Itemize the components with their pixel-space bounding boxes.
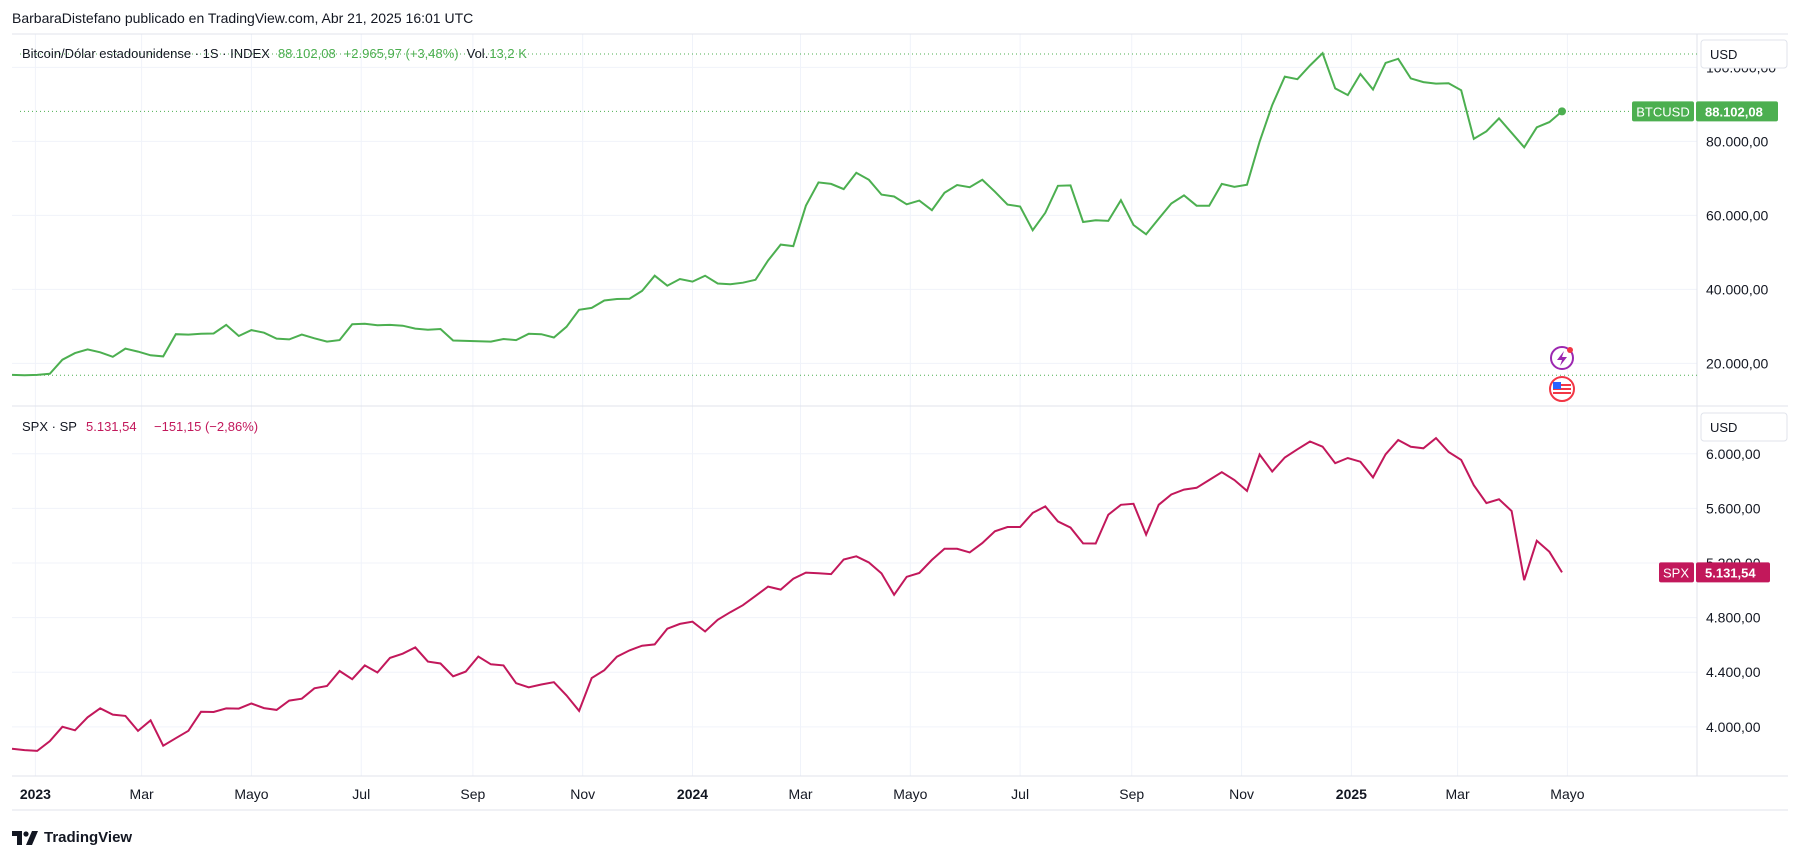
x-tick-label: 2025 — [1336, 786, 1367, 802]
top-symbol-label[interactable]: Bitcoin/Dólar estadounidense · 1S · INDE… — [22, 46, 270, 61]
x-tick-label: Jul — [352, 786, 370, 802]
x-tick-label: Nov — [1229, 786, 1254, 802]
x-tick-label: Mar — [1446, 786, 1470, 802]
x-tick-label: 2024 — [677, 786, 708, 802]
x-tick-label: Mar — [788, 786, 812, 802]
btc-tag-value: 88.102,08 — [1705, 104, 1763, 119]
bottom-change: −151,15 (−2,86%) — [154, 419, 258, 434]
top-volume-value: 13,2 K — [489, 46, 527, 61]
spx-y-tick-label: 4.400,00 — [1706, 664, 1761, 680]
btc-last-point — [1558, 107, 1566, 116]
grid-lines — [12, 34, 1697, 776]
top-last-price: 88.102,08 — [278, 46, 336, 61]
btc-y-tick-label: 60.000,00 — [1706, 207, 1768, 223]
tradingview-logo-icon — [12, 830, 38, 845]
x-tick-label: 2023 — [20, 786, 51, 802]
btc-tag-name: BTCUSD — [1636, 104, 1689, 119]
bottom-currency-label: USD — [1710, 420, 1737, 435]
us-flag-icon[interactable] — [1549, 376, 1575, 402]
lightning-icon[interactable] — [1550, 346, 1574, 370]
bottom-symbol-label[interactable]: SPX · SP — [22, 419, 77, 434]
btc-y-tick-label: 80.000,00 — [1706, 133, 1768, 149]
series-line-spx — [11, 436, 1563, 752]
time-axis-labels: 2023 Mar Mayo Jul Sep Nov 2024 Mar Mayo Jul Sep Nov… — [20, 786, 1585, 802]
x-tick-label: Nov — [570, 786, 595, 802]
series-line-btcusd — [11, 51, 1563, 377]
spx-y-tick-label: 4.000,00 — [1706, 719, 1761, 735]
attribution-header: BarbaraDistefano publicado en TradingVie… — [12, 10, 473, 26]
spx-tag-value: 5.131,54 — [1705, 565, 1756, 580]
bottom-last-price: 5.131,54 — [86, 419, 137, 434]
x-tick-label: Mayo — [234, 786, 268, 802]
x-tick-label: Sep — [1119, 786, 1144, 802]
spx-tag-name: SPX — [1663, 565, 1689, 580]
footer: TradingView — [12, 829, 132, 846]
spx-y-tick-label: 5.600,00 — [1706, 500, 1761, 516]
x-tick-label: Jul — [1011, 786, 1029, 802]
top-currency-button[interactable] — [1700, 39, 1788, 69]
top-volume-label: Vol. — [467, 46, 489, 61]
price-axis-labels: 20.000,0040.000,0060.000,0080.000,00100.… — [1706, 59, 1776, 735]
spx-y-tick-label: 6.000,00 — [1706, 446, 1761, 462]
x-tick-label: Mayo — [893, 786, 927, 802]
spx-data-points — [12, 438, 1562, 751]
x-tick-label: Mayo — [1550, 786, 1584, 802]
bottom-currency-button[interactable] — [1700, 412, 1788, 442]
btc-y-tick-label: 20.000,00 — [1706, 355, 1768, 371]
btc-y-tick-label: 40.000,00 — [1706, 281, 1768, 297]
spx-price-tag: SPX 5.131,54 — [1659, 562, 1770, 583]
btc-data-points — [12, 53, 1562, 375]
top-change: +2.965,97 (+3,48%) — [344, 46, 459, 61]
btc-price-tag: BTCUSD 88.102,08 — [1632, 101, 1778, 122]
spx-y-tick-label: 4.800,00 — [1706, 610, 1761, 626]
top-currency-label: USD — [1710, 47, 1737, 62]
attribution-text: BarbaraDistefano publicado en TradingVie… — [12, 10, 474, 26]
x-tick-label: Sep — [460, 786, 485, 802]
footer-brand: TradingView — [44, 829, 133, 846]
x-tick-label: Mar — [130, 786, 154, 802]
